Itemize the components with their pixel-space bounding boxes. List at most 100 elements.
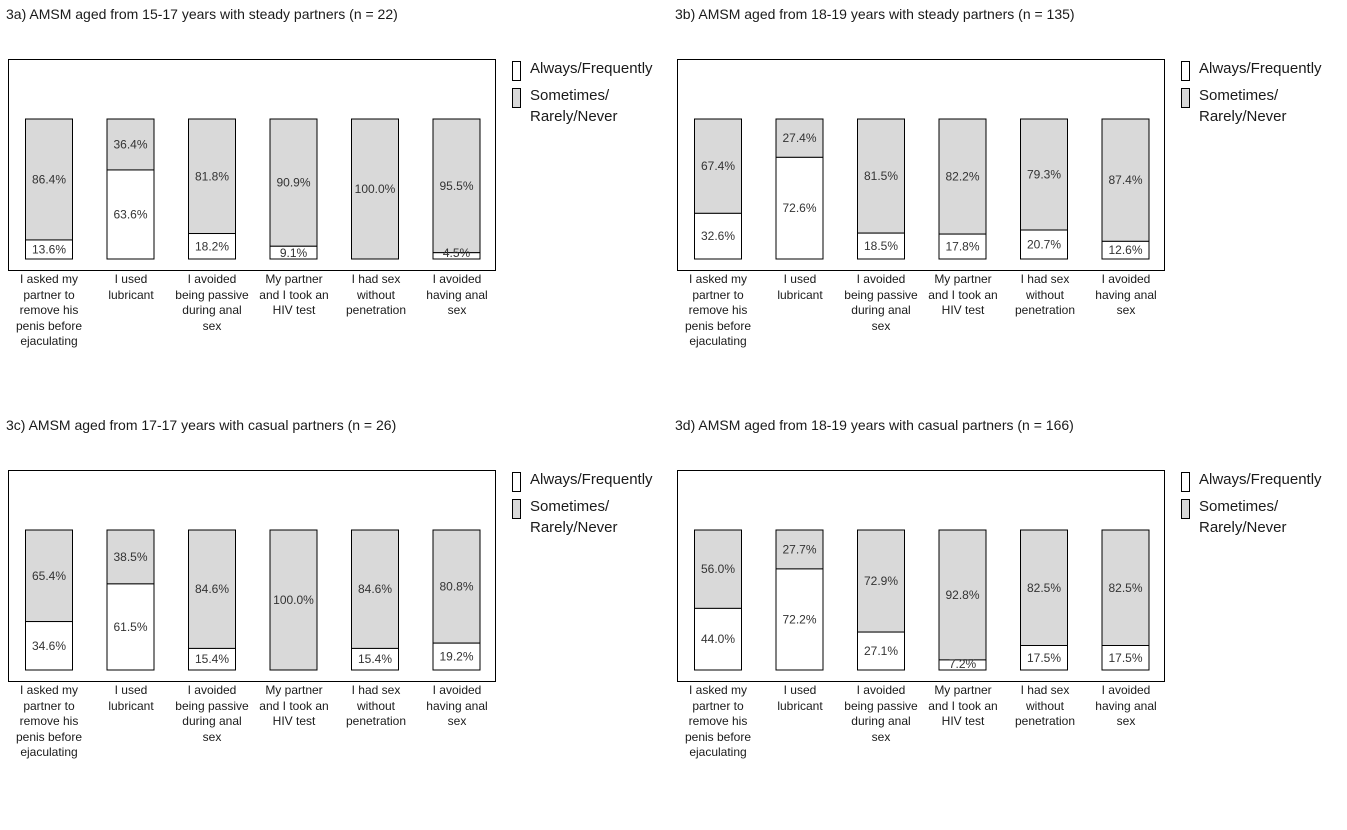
category-label: My partner and I took an HIV test — [928, 272, 998, 317]
bar-segment-always — [938, 233, 987, 260]
legend: Always/Frequently Sometimes/ Rarely/Neve… — [1181, 469, 1322, 538]
data-label: 65.4% — [32, 569, 66, 583]
category-label: I used lubricant — [777, 683, 823, 713]
legend-swatch-always — [512, 472, 521, 492]
bar-segment-sometimes — [694, 118, 742, 214]
bar-chart: 86.4% 13.6% 36.4% 63.6% 81.8% 18.2% 90.9% 9.1% 1… — [25, 118, 481, 260]
legend-swatch-sometimes — [1181, 88, 1190, 108]
category-label: I asked my partner to remove his penis b… — [684, 272, 752, 348]
legend-label: Sometimes/ Rarely/Never — [530, 498, 618, 536]
category-label: My partner and I took an HIV test — [259, 272, 329, 317]
data-label: 12.6% — [1108, 243, 1142, 257]
bar-segment-always — [857, 631, 905, 671]
data-label: 7.2% — [949, 657, 977, 671]
bar-segment-sometimes — [106, 529, 155, 585]
data-label: 82.2% — [945, 170, 979, 184]
legend-label: Always/Frequently — [530, 471, 653, 488]
category-label: I avoided having anal sex — [1095, 272, 1157, 317]
legend: Always/Frequently Sometimes/ Rarely/Neve… — [512, 58, 653, 127]
data-label: 61.5% — [113, 620, 147, 634]
bar-segment-sometimes — [1101, 529, 1150, 646]
legend: Always/Frequently Sometimes/ Rarely/Neve… — [512, 469, 653, 538]
legend-swatch-sometimes — [1181, 499, 1190, 519]
bar-segment-always — [269, 245, 318, 260]
chart-panel-3a: 3a) AMSM aged from 15-17 years with stea… — [0, 0, 670, 400]
bar-segment-sometimes — [351, 529, 399, 649]
legend-item-always: Always/Frequently — [1181, 469, 1322, 492]
data-label: 19.2% — [439, 650, 473, 664]
category-label: I avoided having anal sex — [426, 272, 488, 317]
bar-segment-always — [1101, 240, 1150, 260]
bar-segment-sometimes — [1020, 118, 1068, 231]
bar-segment-always — [775, 568, 824, 671]
category-label: I avoided being passive during anal sex — [844, 272, 918, 333]
bar-segment-sometimes — [775, 118, 824, 158]
legend-swatch-sometimes — [512, 88, 521, 108]
bar-segment-sometimes — [1020, 529, 1068, 646]
data-label: 9.1% — [280, 246, 308, 260]
bar-segment-always — [432, 252, 481, 260]
bar-segment-always — [857, 232, 905, 260]
bar-segment-always — [106, 583, 155, 671]
legend-swatch-sometimes — [512, 499, 521, 519]
bar-segment-sometimes — [269, 529, 318, 671]
data-label: 38.5% — [113, 550, 147, 564]
data-label: 32.6% — [701, 229, 735, 243]
bar-segment-sometimes — [432, 529, 481, 644]
plot-frame — [677, 59, 1165, 271]
data-label: 95.5% — [439, 179, 473, 193]
data-label: 34.6% — [32, 639, 66, 653]
category-label: I asked my partner to remove his penis b… — [15, 683, 83, 759]
data-label: 17.5% — [1108, 651, 1142, 665]
legend-label: Always/Frequently — [1199, 60, 1322, 77]
bar-segment-sometimes — [857, 118, 905, 234]
data-label: 72.2% — [782, 612, 816, 626]
category-label: My partner and I took an HIV test — [259, 683, 329, 728]
data-label: 84.6% — [195, 582, 229, 596]
data-label: 87.4% — [1108, 173, 1142, 187]
category-label: I avoided having anal sex — [1095, 683, 1157, 728]
legend-item-always: Always/Frequently — [512, 58, 653, 81]
category-label: I used lubricant — [777, 272, 823, 302]
legend-swatch-always — [1181, 61, 1190, 81]
bar-segment-sometimes — [775, 529, 824, 570]
bar-segment-always — [188, 233, 236, 260]
bar-segment-always — [775, 156, 824, 260]
bar-segment-sometimes — [857, 529, 905, 633]
data-label: 86.4% — [32, 172, 66, 186]
data-label: 17.8% — [945, 240, 979, 254]
legend-label: Always/Frequently — [530, 60, 653, 77]
data-label: 67.4% — [701, 159, 735, 173]
data-label: 27.7% — [782, 542, 816, 556]
data-label: 100.0% — [355, 182, 396, 196]
bar-segment-always — [106, 169, 155, 260]
data-label: 17.5% — [1027, 651, 1061, 665]
category-label: I avoided having anal sex — [426, 683, 488, 728]
plot-frame — [8, 470, 496, 682]
data-label: 27.4% — [782, 131, 816, 145]
category-label: I used lubricant — [108, 272, 154, 302]
bar-segment-always — [25, 621, 73, 671]
data-label: 56.0% — [701, 562, 735, 576]
bar-segment-sometimes — [1101, 118, 1150, 242]
category-label: My partner and I took an HIV test — [928, 683, 998, 728]
data-label: 82.5% — [1108, 581, 1142, 595]
bar-segment-always — [188, 647, 236, 671]
data-label: 15.4% — [195, 652, 229, 666]
data-label: 36.4% — [113, 137, 147, 151]
data-label: 44.0% — [701, 632, 735, 646]
legend-item-sometimes: Sometimes/ Rarely/Never — [512, 85, 653, 127]
bar-segment-sometimes — [25, 529, 73, 623]
bar-segment-always — [694, 607, 742, 671]
chart-panel-3c: 3c) AMSM aged from 17-17 years with casu… — [0, 411, 670, 811]
bar-chart: 67.4% 32.6% 27.4% 72.6% 81.5% 18.5% 82.2% 17.8%… — [694, 118, 1150, 260]
data-label: 81.5% — [864, 169, 898, 183]
plot-frame — [677, 470, 1165, 682]
legend-item-always: Always/Frequently — [512, 469, 653, 492]
category-label: I asked my partner to remove his penis b… — [684, 683, 752, 759]
category-label: I had sex without penetration — [1014, 272, 1076, 317]
data-label: 90.9% — [276, 176, 310, 190]
data-label: 18.2% — [195, 239, 229, 253]
data-label: 82.5% — [1027, 581, 1061, 595]
category-label: I used lubricant — [108, 683, 154, 713]
